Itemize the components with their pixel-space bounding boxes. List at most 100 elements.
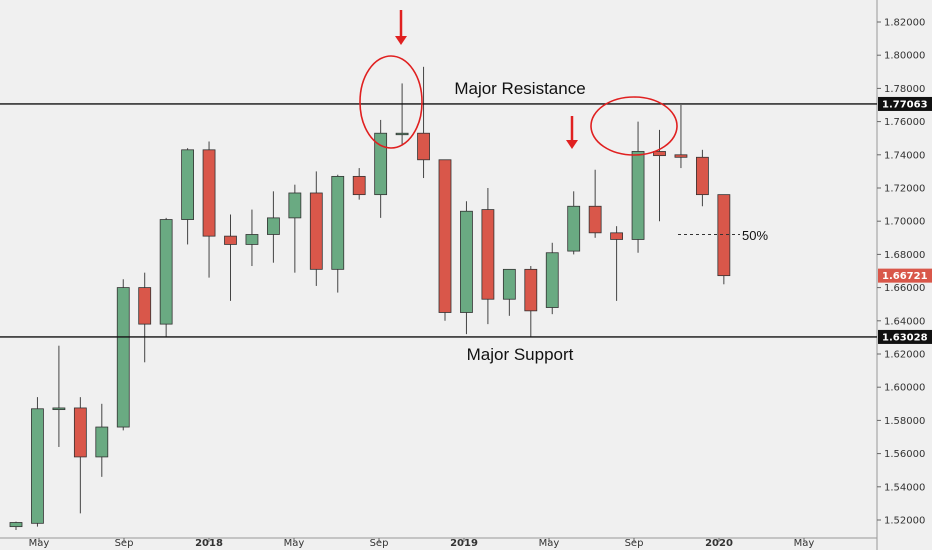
y-tick-label: 1.60000 xyxy=(884,383,925,394)
candle-up xyxy=(31,397,44,527)
current-price-badge xyxy=(878,268,932,283)
candle-body xyxy=(395,132,409,136)
y-tick-label: 1.58000 xyxy=(884,416,925,427)
x-tick-label: 2018 xyxy=(195,538,223,549)
candle-up xyxy=(159,217,173,338)
candle-up xyxy=(331,174,345,293)
level-price-badge xyxy=(878,96,932,111)
candle-body xyxy=(309,192,323,270)
x-tick-label: May xyxy=(29,538,50,549)
candle-body xyxy=(138,287,152,325)
levels: 1.77063 1.63028 1.66721 xyxy=(0,96,932,344)
annotations xyxy=(359,10,678,156)
candle-up xyxy=(545,242,559,315)
candle-down xyxy=(224,214,237,301)
candle-body xyxy=(116,287,130,428)
candle-body xyxy=(352,175,366,196)
y-axis: 1.52000 1.54000 1.56000 1.58000 1.60000 1.620… xyxy=(877,18,925,527)
candle-body xyxy=(245,234,259,245)
candle-body xyxy=(202,149,216,237)
candle-body xyxy=(224,235,237,245)
candle-down xyxy=(309,171,323,286)
candle-up xyxy=(502,268,516,316)
candle-body xyxy=(374,132,388,196)
highlight-circle xyxy=(590,96,678,156)
level-price-text: 1.63028 xyxy=(882,332,928,343)
y-tick-label: 1.66000 xyxy=(884,283,925,294)
fib-50-label: 50% xyxy=(742,228,768,243)
x-tick-label: May xyxy=(539,538,560,549)
level-price-badge xyxy=(878,329,932,344)
y-tick-label: 1.52000 xyxy=(884,516,925,527)
x-tick-label: 2019 xyxy=(450,538,478,549)
highlight-circle xyxy=(359,55,423,149)
x-tick-label: Sep xyxy=(625,538,644,549)
candle-down xyxy=(653,129,666,222)
candle-down xyxy=(481,188,495,325)
candle-up xyxy=(116,279,130,431)
candle-up xyxy=(395,83,409,145)
candle-body xyxy=(588,205,602,234)
candle-down xyxy=(352,168,366,200)
major-resistance-label: Major Resistance xyxy=(454,79,585,98)
current-price-text: 1.66721 xyxy=(882,271,928,282)
y-tick-label: 1.70000 xyxy=(884,217,925,228)
candle-down xyxy=(696,149,709,207)
candle-down xyxy=(202,141,216,278)
candle-up xyxy=(288,184,302,273)
candle-body xyxy=(9,522,23,528)
candle-up xyxy=(567,191,581,255)
y-tick-label: 1.78000 xyxy=(884,84,925,95)
candle-body xyxy=(438,159,452,313)
candle-down xyxy=(438,159,452,321)
candle-down xyxy=(588,169,602,238)
y-tick-label: 1.68000 xyxy=(884,250,925,261)
candle-down xyxy=(674,105,688,169)
candle-body xyxy=(502,268,516,300)
y-tick-label: 1.74000 xyxy=(884,150,925,161)
x-tick-label: Sep xyxy=(115,538,134,549)
candle-down xyxy=(610,226,623,301)
candle-up xyxy=(245,209,259,267)
candle-up xyxy=(95,403,109,477)
candle-body xyxy=(653,151,666,157)
y-tick-label: 1.64000 xyxy=(884,316,925,327)
candle-up xyxy=(460,201,473,335)
candle-up xyxy=(181,148,195,245)
candle-body xyxy=(674,154,688,158)
candle-down xyxy=(138,272,152,363)
candle-body xyxy=(331,175,345,270)
x-tick-label: Sep xyxy=(370,538,389,549)
candle-body xyxy=(610,232,623,240)
candle-body xyxy=(288,192,302,219)
candle-body xyxy=(696,156,709,196)
candle-body xyxy=(95,426,109,458)
y-tick-label: 1.54000 xyxy=(884,482,925,493)
x-axis: May Sep 2018 May Sep 2019 May Sep 2020 May xyxy=(29,538,815,549)
candle-body xyxy=(266,217,280,235)
candle-body xyxy=(481,209,495,300)
x-tick-label: 2020 xyxy=(705,538,733,549)
y-tick-label: 1.76000 xyxy=(884,117,925,128)
down-arrow-head-icon xyxy=(566,140,578,149)
candle-up xyxy=(631,121,645,253)
x-tick-label: May xyxy=(794,538,815,549)
candle-up xyxy=(266,191,280,263)
candle-up xyxy=(52,345,66,447)
down-arrow-head-icon xyxy=(395,36,407,45)
candle-body xyxy=(31,408,44,524)
y-tick-label: 1.80000 xyxy=(884,51,925,62)
candle-body xyxy=(567,205,581,252)
y-tick-label: 1.82000 xyxy=(884,18,925,29)
grid xyxy=(0,0,878,550)
candle-body xyxy=(717,194,731,277)
candle-body xyxy=(181,149,195,220)
candle-down xyxy=(417,66,430,179)
candle-body xyxy=(73,407,87,458)
candle-down xyxy=(717,194,731,285)
candle-up xyxy=(374,119,388,218)
candle-body xyxy=(631,151,645,240)
candle-body xyxy=(417,132,430,161)
candle-down xyxy=(524,266,538,338)
